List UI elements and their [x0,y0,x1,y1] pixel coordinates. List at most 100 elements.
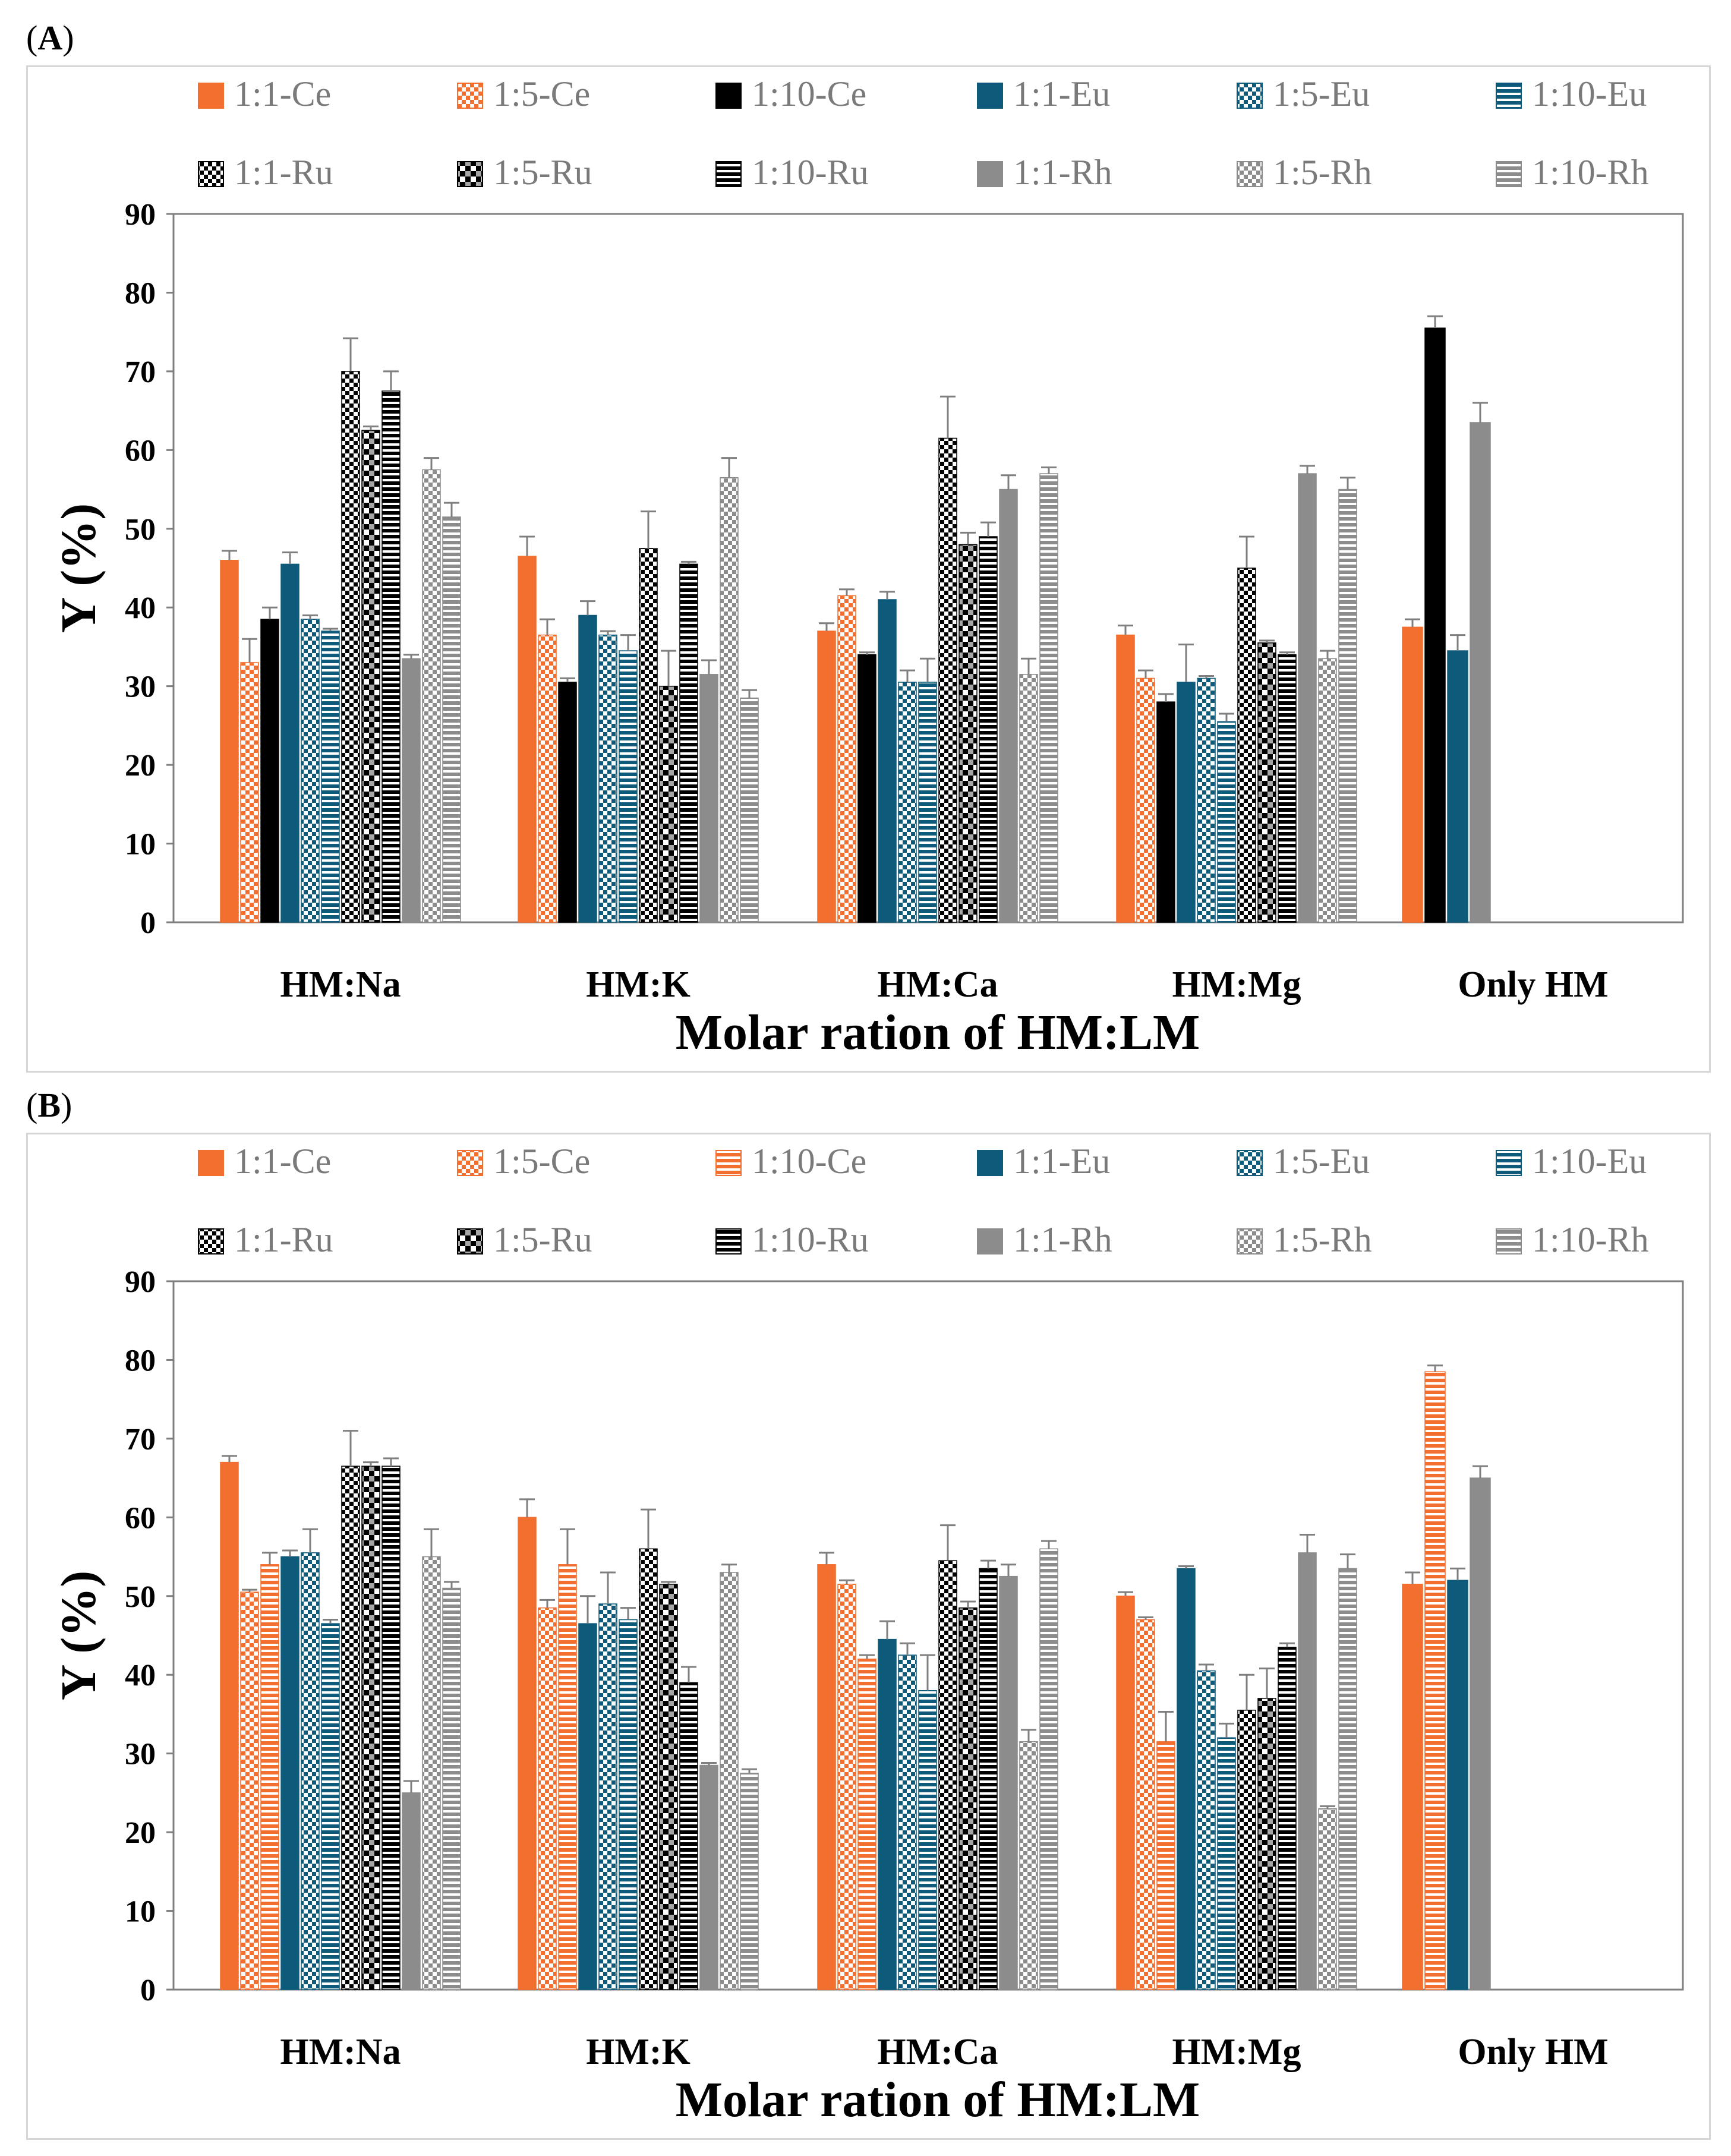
bar [817,631,836,923]
bar [979,536,998,923]
y-tick-label: 10 [125,828,156,862]
legend-swatch [1237,161,1263,187]
bar [999,488,1018,923]
y-tick-label: 30 [125,1738,156,1772]
legend-label: 1:1-Eu [1013,74,1110,114]
bar [442,516,461,923]
bar [1156,701,1175,923]
y-tick-label: 70 [125,355,156,389]
legend-label: 1:10-Rh [1532,153,1649,192]
bar [280,1556,299,1990]
bar [341,1465,360,1990]
y-tick-label: 70 [125,1423,156,1457]
y-tick-label: 90 [125,1265,156,1299]
bar [1278,654,1297,923]
legend-label: 1:5-Ru [493,153,592,192]
y-tick-label: 80 [125,276,156,310]
legend-swatch [457,161,483,187]
bar [558,1564,577,1990]
legend-swatch [715,1228,742,1254]
y-tick-label: 50 [125,513,156,547]
legend-label: 1:5-Eu [1273,74,1370,114]
bar [578,614,597,923]
y-tick-label: 40 [125,1659,156,1692]
legend-label: 1:5-Eu [1273,1142,1370,1181]
bar [422,1556,441,1990]
legend-label: 1:1-Ru [234,153,333,192]
bar [878,1638,897,1990]
legend-swatch [198,1150,224,1176]
bar [598,1603,617,1990]
bar [598,634,617,923]
y-tick-label: 10 [125,1895,156,1929]
y-tick-label: 0 [140,1974,156,2007]
bar [918,1690,937,1990]
chart-panel-b: 0 10 20 30 40 50 60 70 80 90 Y (%) HM:Na HM:K HM:Ca HM… [51,1142,1684,2127]
bar [260,1564,279,1990]
legend-swatch [198,1228,224,1254]
bar [1197,677,1216,923]
bar [1318,1808,1337,1990]
bar [1278,1647,1297,1990]
bar [720,477,739,923]
legend-label: 1:5-Ce [493,74,590,114]
x-tick-label: HM:Na [280,2032,401,2072]
bar [1338,1568,1357,1990]
bar [1402,1584,1423,1990]
bar [740,697,759,923]
bar [1197,1670,1216,1990]
y-tick-label: 30 [125,670,156,704]
panel-label-b: (B) [26,1086,72,1124]
bar [1177,1568,1196,1990]
legend-label: 1:1-Ru [234,1220,333,1259]
legend-swatch [1496,161,1522,187]
bar [1116,1596,1135,1990]
bar [817,1564,836,1990]
bar [361,1465,380,1990]
x-tick-label: HM:K [586,2032,690,2072]
bar [918,682,937,923]
bar [699,674,718,923]
legend-label: 1:5-Rh [1273,1220,1372,1259]
bar [1136,677,1155,923]
bar [1470,422,1491,923]
x-tick-label: HM:Ca [877,964,998,1005]
legend-swatch [457,83,483,109]
legend-label: 1:1-Ce [234,1142,331,1181]
bar [381,1465,401,1990]
y-tick-label: 20 [125,1816,156,1850]
y-tick-label: 60 [125,1501,156,1535]
y-tick-label: 60 [125,434,156,468]
bar [898,682,917,923]
bar [1237,568,1256,923]
y-tick-label: 20 [125,749,156,783]
bar [558,682,577,923]
bar [639,548,658,923]
bar [301,1552,320,1990]
x-axis-label: Molar ration of HM:LM [676,2072,1200,2127]
legend-swatch [977,83,1003,109]
legend-label: 1:5-Ce [493,1142,590,1181]
bar [878,599,897,923]
legend-swatch [977,1228,1003,1254]
legend-label: 1:5-Rh [1273,153,1372,192]
bar [361,430,380,923]
legend-label: 1:10-Eu [1532,1142,1647,1181]
bar [619,650,638,923]
bar [659,685,678,923]
legend-swatch [715,1150,742,1176]
bar [837,595,856,923]
legend-swatch [1496,1228,1522,1254]
legend-label: 1:1-Rh [1013,1220,1112,1259]
bar [1424,1371,1446,1990]
y-tick-label: 90 [125,198,156,232]
legend-swatch [1496,1150,1522,1176]
legend-swatch [198,161,224,187]
bar [720,1572,739,1990]
bar [1019,674,1038,923]
bar [1402,626,1423,923]
legend-label: 1:10-Ce [752,1142,866,1181]
x-tick-label: HM:K [586,964,690,1005]
bar [679,563,698,923]
